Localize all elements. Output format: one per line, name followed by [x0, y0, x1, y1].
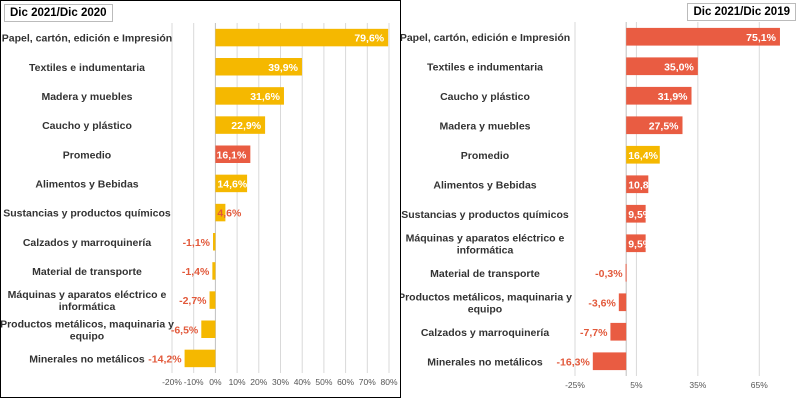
chart-panel-2020: Dic 2021/Dic 2020 -20% -10% 0% 10% 20% 30% 40%… — [0, 0, 401, 398]
bar — [215, 116, 266, 134]
bar-chart-2019: -25% 5% 35% 65% Papel, cartón, edición e Imp… — [401, 22, 780, 390]
value-label: 16,1% — [217, 149, 247, 161]
x-tick-label: 10% — [229, 377, 246, 387]
x-tick-label: 35% — [689, 380, 706, 390]
value-label: -16,3% — [557, 356, 591, 368]
category-label: Alimentos y Bebidas — [35, 178, 138, 190]
x-tick-label: 20% — [250, 377, 267, 387]
bar — [201, 320, 216, 338]
value-label: 79,6% — [354, 33, 384, 45]
category-label: Papel, cartón, edición e Impresión — [401, 32, 570, 44]
bar — [215, 174, 248, 193]
bar — [626, 145, 660, 164]
category-label: Textiles e indumentaria — [29, 62, 145, 74]
value-label: -1,4% — [182, 266, 210, 278]
bar — [213, 233, 216, 251]
category-label: Calzados y marroquinería — [23, 237, 152, 249]
bar — [626, 86, 692, 105]
category-label: Promedio — [63, 149, 111, 161]
category-label: Productos metálicos, maquinaria y equipo — [401, 291, 572, 315]
x-tick-label: 60% — [337, 377, 354, 387]
bar — [184, 349, 216, 368]
value-label: 4,6% — [217, 208, 242, 220]
category-label: Material de transporte — [430, 268, 540, 280]
bar — [209, 291, 216, 309]
bar — [626, 234, 646, 253]
bar — [215, 28, 389, 47]
value-label: 27,5% — [649, 120, 679, 132]
chart-title: Dic 2021/Dic 2020 — [4, 4, 113, 22]
value-label: 22,9% — [231, 120, 261, 132]
bar — [592, 352, 627, 371]
x-tick-label: 40% — [294, 377, 311, 387]
bar — [626, 175, 649, 194]
category-label: Máquinas y aparatos eléctrico e informáti… — [8, 289, 167, 313]
bar — [625, 263, 627, 282]
x-tick-label: -20% — [162, 377, 182, 387]
category-label: Madera y muebles — [41, 91, 132, 103]
category-label: Caucho y plástico — [42, 120, 132, 132]
chart-title: Dic 2021/Dic 2019 — [687, 3, 796, 21]
value-label: 16,4% — [628, 150, 658, 162]
category-label: Minerales no metálicos — [427, 356, 543, 368]
bar — [626, 116, 683, 135]
category-label: Calzados y marroquinería — [421, 327, 550, 339]
bar — [212, 262, 216, 280]
value-label: 31,6% — [250, 91, 280, 103]
x-tick-label: 5% — [630, 380, 643, 390]
value-label: -14,2% — [148, 353, 182, 365]
x-tick-label: 80% — [380, 377, 397, 387]
value-label: 14,6% — [217, 178, 247, 190]
value-label: 35,0% — [664, 61, 694, 73]
category-label: Promedio — [461, 150, 509, 162]
x-tick-label: -10% — [184, 377, 204, 387]
value-label: -6,5% — [171, 324, 199, 336]
category-label: Minerales no metálicos — [29, 353, 145, 365]
x-tick-label: 30% — [272, 377, 289, 387]
value-label: 31,9% — [658, 91, 688, 103]
bar — [618, 293, 627, 312]
category-label: Máquinas y aparatos eléctrico e informáti… — [406, 232, 565, 256]
category-label: Alimentos y Bebidas — [433, 179, 536, 191]
bar — [626, 27, 780, 46]
x-tick-label: -25% — [565, 380, 585, 390]
value-label: 9,5% — [628, 238, 653, 250]
category-label: Madera y muebles — [439, 120, 530, 132]
value-label: 9,5% — [628, 209, 653, 221]
value-label: -0,3% — [595, 268, 623, 280]
value-label: -1,1% — [183, 237, 211, 249]
category-label: Material de transporte — [32, 266, 142, 278]
category-label: Productos metálicos, maquinaria y equipo — [1, 318, 174, 342]
x-tick-label: 0% — [209, 377, 222, 387]
category-label: Textiles e indumentaria — [427, 61, 543, 73]
category-label: Sustancias y productos químicos — [401, 209, 569, 221]
x-tick-label: 50% — [315, 377, 332, 387]
bar-chart-2020: -20% -10% 0% 10% 20% 30% 40% 50% 60% 70% 80% Papel,… — [1, 23, 398, 387]
value-label: 39,9% — [268, 62, 298, 74]
value-label: 10,8% — [628, 179, 658, 191]
value-label: 75,1% — [746, 32, 776, 44]
bar — [215, 58, 302, 76]
bar — [215, 87, 284, 105]
category-label: Papel, cartón, edición e Impresión — [2, 33, 172, 45]
value-label: -3,6% — [588, 297, 616, 309]
x-tick-label: 70% — [359, 377, 376, 387]
bar — [215, 203, 226, 222]
chart-panel-2019: Dic 2021/Dic 2019 -25% 5% 35% 65% Papel, car… — [401, 0, 800, 400]
value-label: -7,7% — [580, 327, 608, 339]
value-label: -2,7% — [179, 295, 207, 307]
category-label: Caucho y plástico — [440, 91, 530, 103]
category-label: Sustancias y productos químicos — [3, 208, 171, 220]
bar — [610, 322, 627, 341]
bar — [626, 204, 646, 223]
bar — [215, 145, 251, 163]
bar — [626, 57, 698, 76]
x-tick-label: 65% — [751, 380, 768, 390]
